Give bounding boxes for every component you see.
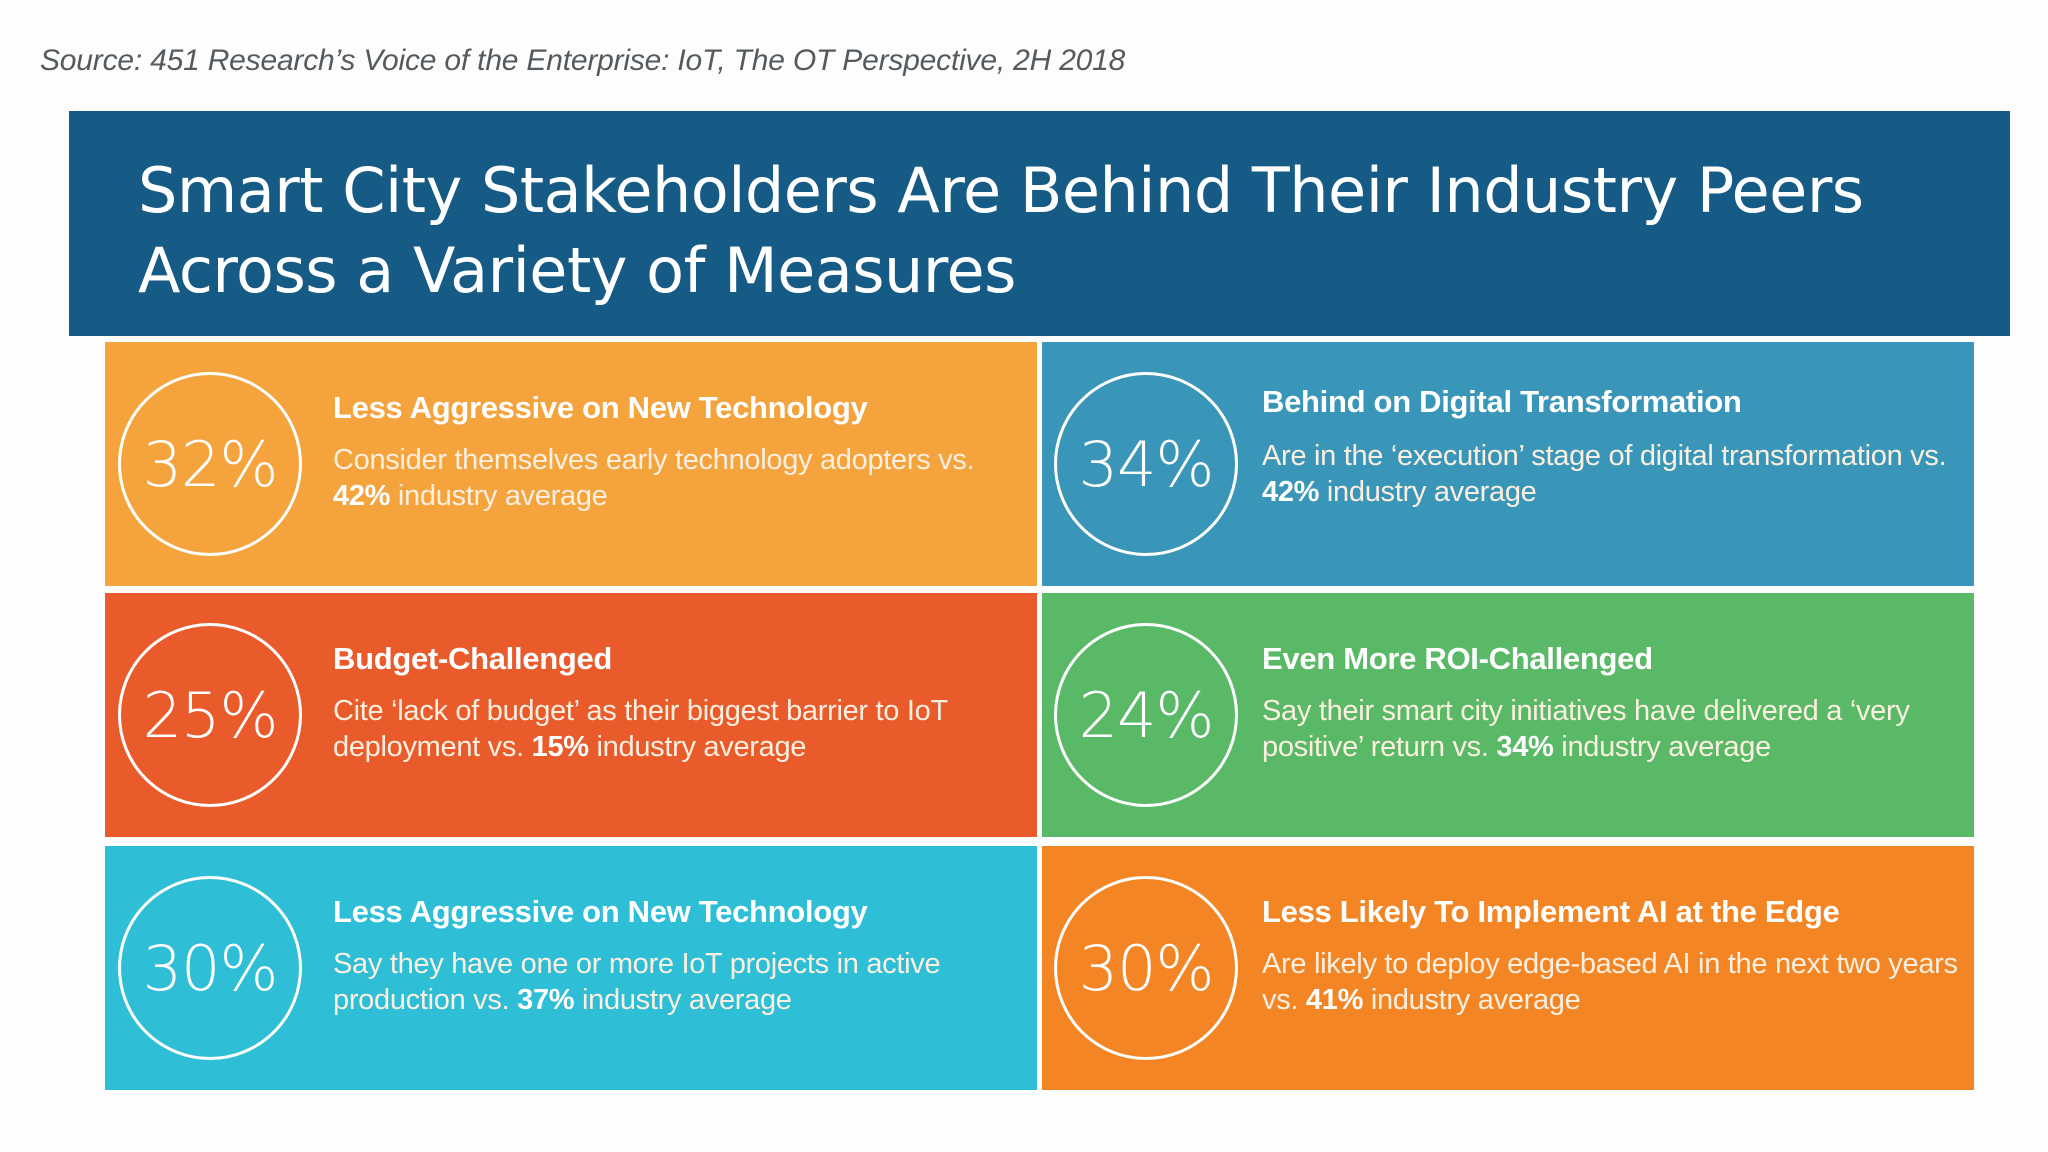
stat-heading: Even More ROI-Challenged (1262, 641, 1653, 676)
stat-percent: 24% (1078, 678, 1215, 752)
stat-heading: Less Likely To Implement AI at the Edge (1262, 894, 1840, 929)
industry-average-value: 34% (1496, 731, 1554, 763)
stat-heading: Behind on Digital Transformation (1262, 384, 1742, 419)
stat-description: Say their smart city initiatives have de… (1262, 695, 1910, 763)
percent-ring: 30% (118, 876, 302, 1060)
stat-description: Cite ‘lack of budget’ as their biggest b… (333, 695, 948, 763)
industry-average-value: 15% (531, 731, 589, 763)
industry-average-value: 42% (333, 480, 391, 512)
percent-ring: 32% (118, 372, 302, 556)
stat-tile-new-technology-adopters: 32% Less Aggressive on New Technology Co… (105, 342, 1037, 586)
industry-average-value: 42% (1262, 476, 1320, 508)
title-line-1: Smart City Stakeholders Are Behind Their… (138, 154, 1864, 227)
industry-average-value: 41% (1305, 984, 1364, 1016)
stat-description: Consider themselves early technology ado… (333, 444, 975, 512)
stat-heading: Less Aggressive on New Technology (333, 894, 868, 929)
stat-tile-budget-challenged: 25% Budget-Challenged Cite ‘lack of budg… (105, 593, 1037, 837)
stat-tile-iot-active-production: 30% Less Aggressive on New Technology Sa… (105, 846, 1037, 1090)
industry-average-value: 37% (517, 984, 575, 1016)
stat-heading: Budget-Challenged (333, 641, 613, 676)
stat-description: Say they have one or more IoT projects i… (333, 948, 941, 1016)
page-title: Smart City Stakeholders Are Behind Their… (138, 151, 1864, 311)
stat-percent: 30% (142, 931, 279, 1005)
stat-description: Are in the ‘execution’ stage of digital … (1262, 440, 1947, 508)
stat-percent: 34% (1078, 427, 1215, 501)
percent-ring: 24% (1054, 623, 1238, 807)
stat-percent: 25% (142, 678, 279, 752)
stat-percent: 30% (1078, 931, 1215, 1005)
stat-description: Are likely to deploy edge-based AI in th… (1262, 948, 1958, 1016)
percent-ring: 30% (1054, 876, 1238, 1060)
title-line-2: Across a Variety of Measures (138, 234, 1016, 307)
stat-tile-roi-challenged: 24% Even More ROI-Challenged Say their s… (1042, 593, 1974, 837)
stat-tile-digital-transformation: 34% Behind on Digital Transformation Are… (1042, 342, 1974, 586)
title-banner: Smart City Stakeholders Are Behind Their… (69, 111, 2010, 336)
percent-ring: 25% (118, 623, 302, 807)
percent-ring: 34% (1054, 372, 1238, 556)
stat-tile-ai-at-edge: 30% Less Likely To Implement AI at the E… (1042, 846, 1974, 1090)
source-citation: Source: 451 Research’s Voice of the Ente… (40, 44, 1126, 77)
stat-percent: 32% (142, 427, 279, 501)
stat-heading: Less Aggressive on New Technology (333, 390, 868, 425)
